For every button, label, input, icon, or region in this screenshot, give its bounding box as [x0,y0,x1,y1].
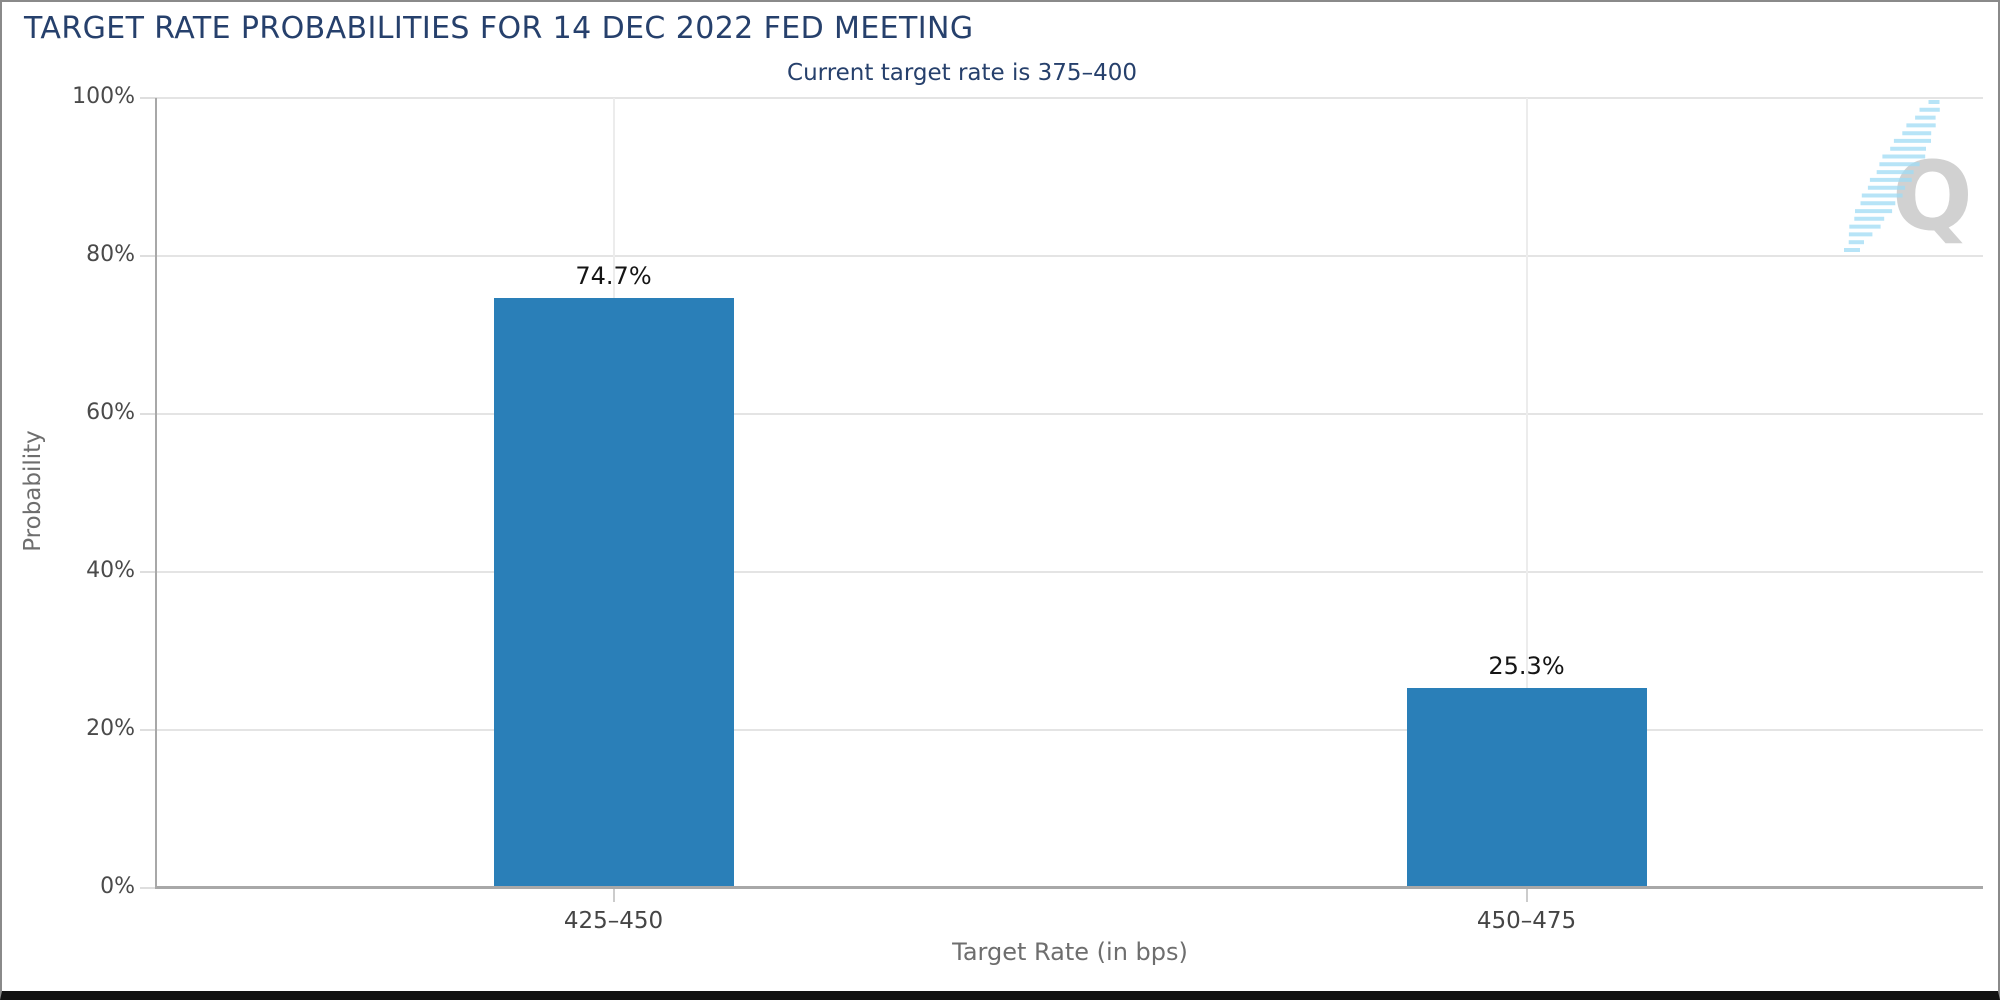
y-axis-tick [140,255,157,257]
y-tick-label: 0% [100,874,135,899]
x-axis-tick [1525,888,1528,902]
y-axis-tick [140,97,157,99]
svg-text:Q: Q [1892,142,1973,252]
plot-area: 0% 20% 40% 60% 80% 100% 74.7% 425–450 25.3% 450–4… [72,84,1983,934]
gridline-vertical [1525,98,1528,888]
gridline-horizontal [157,97,1983,99]
gridline-horizontal [157,729,1983,731]
y-axis-tick [140,887,157,889]
y-axis-tick [140,571,157,573]
probability-bar [493,297,734,888]
y-tick-label: 60% [86,400,135,425]
y-tick-label: 40% [86,558,135,583]
y-tick-label: 100% [72,84,135,109]
x-tick-label: 425–450 [563,908,664,934]
y-axis-tick [140,729,157,731]
watermark-q-svg: Q [1844,100,1973,252]
chart-subtitle: Current target rate is 375–400 [787,60,1137,86]
gridline-horizontal [157,255,1983,257]
y-axis-line [155,98,157,889]
bar-value-label: 25.3% [1488,652,1565,681]
y-axis-title: Probability [20,430,46,552]
x-axis-line [155,886,1983,889]
gridline-horizontal [157,571,1983,573]
x-tick-label: 450–475 [1476,908,1577,934]
probability-bar [1406,688,1647,888]
y-axis-tick [140,413,157,415]
x-axis-tick [612,888,615,902]
y-tick-label: 20% [86,716,135,741]
y-tick-label: 80% [86,242,135,267]
bar-value-label: 74.7% [575,261,652,290]
quikstrike-watermark-icon: Q [1824,92,1974,262]
gridline-horizontal [157,413,1983,415]
x-axis-title: Target Rate (in bps) [952,938,1188,966]
chart-title: TARGET RATE PROBABILITIES FOR 14 DEC 202… [24,11,974,46]
